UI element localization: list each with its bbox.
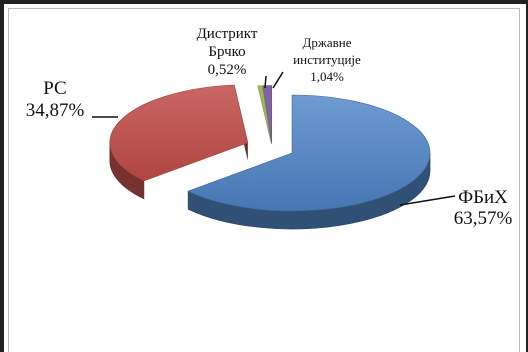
slice-name-institutions-line2: институције: [293, 52, 361, 67]
leader-line-brcko: [264, 75, 267, 89]
slice-name-brcko-line1: Дистрикт: [197, 26, 258, 42]
slice-top-brcko: [257, 85, 272, 144]
slice-top-rs: [109, 84, 249, 182]
slice-name-brcko-line2: Брчко: [208, 44, 245, 60]
slice-value-institutions: 1,04%: [310, 69, 344, 84]
leader-line-institutions: [272, 71, 284, 89]
plot-area-border: [8, 8, 520, 352]
slice-name-rs: РС: [43, 78, 66, 99]
slice-value-rs: 34,87%: [26, 100, 85, 121]
slice-value-brcko: 0,52%: [208, 62, 247, 78]
slice-top-institutions: [262, 85, 273, 144]
slice-top-fbih: [187, 94, 431, 212]
slice-name-institutions-line1: Државне: [303, 35, 352, 50]
slice-name-fbih: ФБиХ: [458, 187, 508, 208]
leader-lines: [92, 71, 456, 206]
slice-value-fbih: 63,57%: [454, 208, 513, 229]
pie-slices: [109, 84, 431, 230]
leader-line-fbih: [399, 195, 456, 206]
